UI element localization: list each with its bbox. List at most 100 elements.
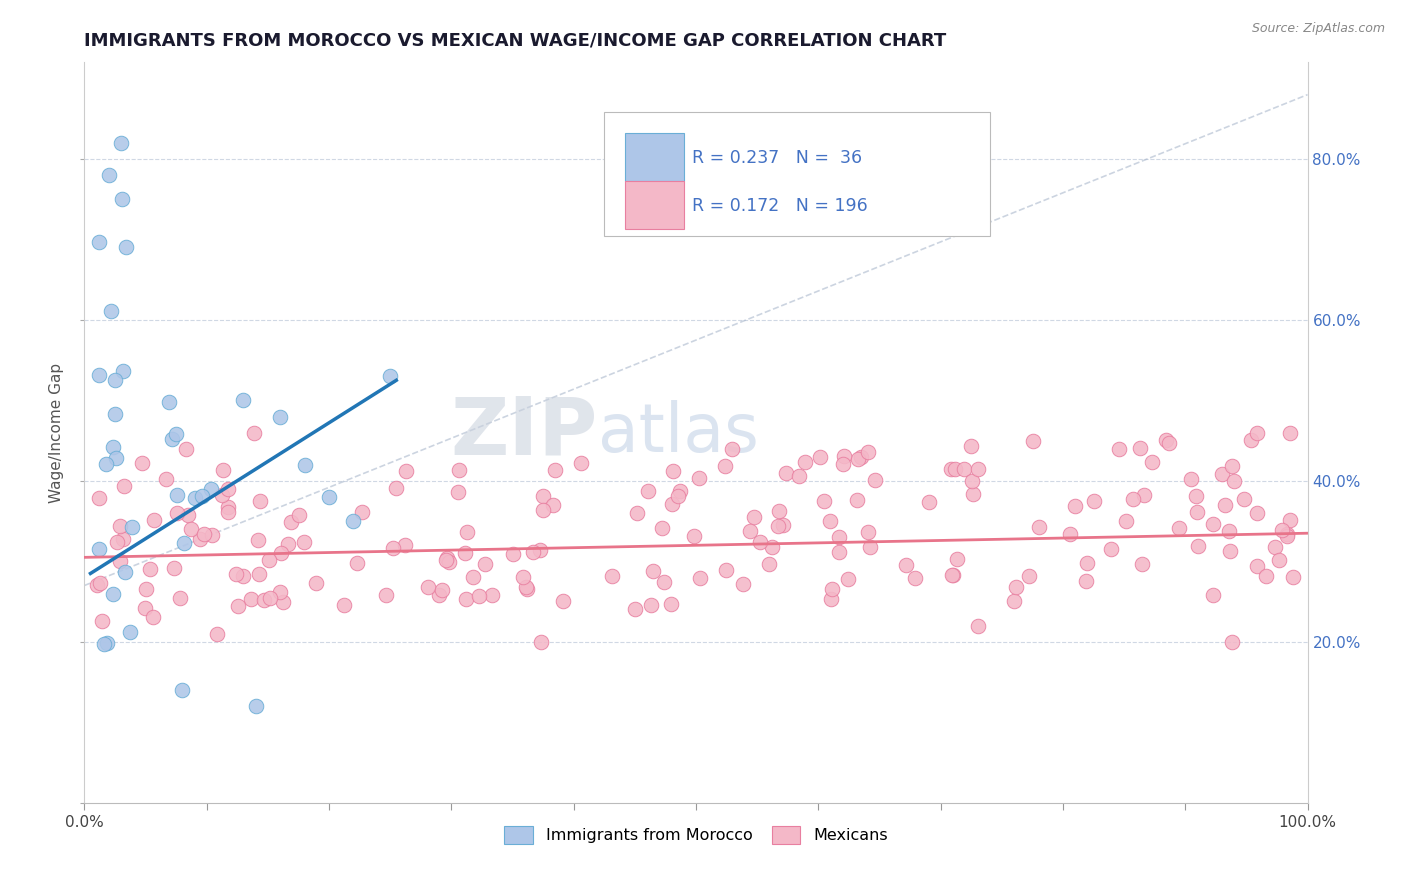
Point xyxy=(1083,494,1105,508)
Point xyxy=(1185,505,1208,519)
Point xyxy=(1076,574,1098,588)
Point xyxy=(118,625,141,640)
Point xyxy=(173,535,195,549)
Point xyxy=(101,440,124,454)
Point xyxy=(828,530,851,544)
Point xyxy=(960,474,983,488)
Point xyxy=(1282,570,1305,584)
Point xyxy=(793,455,815,469)
Point xyxy=(721,442,744,456)
Point xyxy=(381,541,404,555)
Point xyxy=(1187,540,1209,554)
Point xyxy=(114,565,136,579)
Point xyxy=(1246,425,1268,440)
Point xyxy=(1028,520,1050,534)
Point xyxy=(1264,540,1286,554)
Point xyxy=(502,547,524,561)
Point xyxy=(190,532,212,546)
Point xyxy=(1220,458,1243,473)
Point xyxy=(953,462,976,476)
Point xyxy=(395,464,418,478)
Point xyxy=(1076,556,1098,570)
Point xyxy=(463,570,485,584)
Point xyxy=(1168,521,1191,535)
Point xyxy=(169,591,191,606)
Point xyxy=(165,427,187,442)
Point xyxy=(858,445,880,459)
Point xyxy=(447,463,470,477)
Point xyxy=(259,591,281,605)
Point xyxy=(742,510,765,524)
Point xyxy=(87,491,110,506)
Y-axis label: Wage/Income Gap: Wage/Income Gap xyxy=(49,362,65,503)
Point xyxy=(456,525,478,540)
Point xyxy=(110,192,132,206)
Point xyxy=(162,432,184,446)
Point xyxy=(1268,552,1291,566)
Point xyxy=(1064,499,1087,513)
Point xyxy=(1202,588,1225,602)
Point xyxy=(918,494,941,508)
Point xyxy=(904,570,927,584)
Point xyxy=(135,582,157,597)
Point xyxy=(375,588,398,602)
Point xyxy=(191,489,214,503)
Point xyxy=(683,529,706,543)
Point xyxy=(571,456,593,470)
Point xyxy=(531,503,554,517)
Point xyxy=(243,425,266,440)
Point xyxy=(1218,524,1240,538)
Point xyxy=(515,580,537,594)
Point xyxy=(828,545,851,559)
Point xyxy=(758,558,780,572)
Point xyxy=(1279,513,1302,527)
Point xyxy=(865,473,887,487)
FancyBboxPatch shape xyxy=(626,181,683,229)
Point xyxy=(217,500,239,515)
Point xyxy=(640,598,662,612)
Point xyxy=(894,558,917,572)
Point xyxy=(789,469,811,483)
Point xyxy=(249,494,271,508)
Point xyxy=(1202,516,1225,531)
Point xyxy=(110,136,132,150)
Point xyxy=(112,364,135,378)
Point xyxy=(943,462,966,476)
Point xyxy=(166,488,188,502)
Point xyxy=(352,505,374,519)
Point xyxy=(775,466,797,480)
Point xyxy=(200,527,222,541)
Point xyxy=(104,408,127,422)
Point xyxy=(1233,491,1256,506)
Point xyxy=(342,514,364,528)
Point xyxy=(253,593,276,607)
Point xyxy=(205,627,228,641)
Point xyxy=(292,535,315,549)
Point xyxy=(1211,467,1233,481)
Point xyxy=(1142,454,1164,468)
Point xyxy=(748,534,770,549)
Point xyxy=(305,576,328,591)
Point xyxy=(434,552,457,566)
Point xyxy=(430,583,453,598)
Point xyxy=(142,513,165,527)
Point xyxy=(1108,442,1130,457)
Point xyxy=(662,464,685,478)
Point xyxy=(288,508,311,522)
Point xyxy=(1222,474,1244,488)
Point xyxy=(155,472,177,486)
Point xyxy=(105,451,128,466)
Point xyxy=(454,546,477,560)
Point xyxy=(529,542,551,557)
Text: R = 0.172   N = 196: R = 0.172 N = 196 xyxy=(692,197,868,215)
Point xyxy=(157,395,180,409)
Point xyxy=(516,582,538,596)
Point xyxy=(280,515,302,529)
Point xyxy=(858,540,880,554)
Point xyxy=(174,442,197,456)
Point xyxy=(394,537,416,551)
Point xyxy=(849,450,872,464)
Point xyxy=(193,527,215,541)
Point xyxy=(96,457,118,471)
Point xyxy=(1246,506,1268,520)
